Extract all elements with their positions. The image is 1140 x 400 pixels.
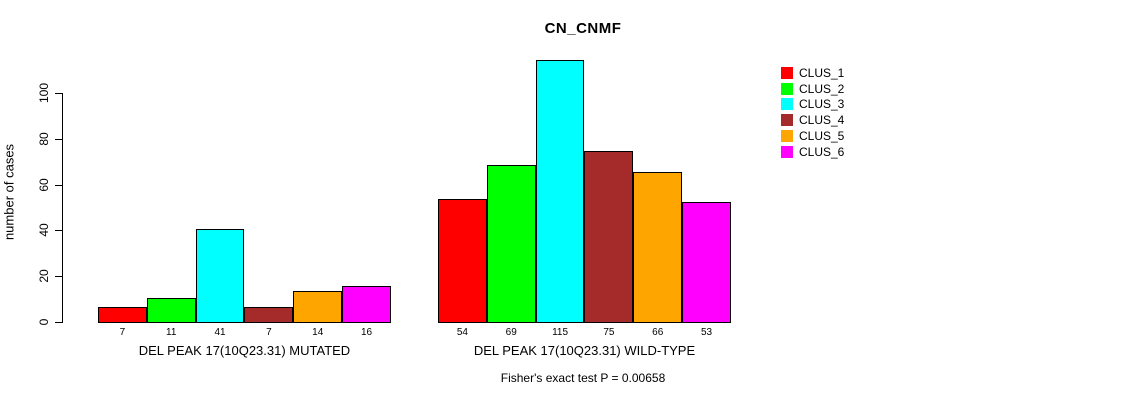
y-axis-line	[62, 93, 63, 323]
bar	[98, 306, 147, 323]
bar	[146, 297, 196, 323]
bar	[293, 290, 343, 323]
bar-value-label: 7	[119, 327, 126, 338]
legend-swatch	[781, 82, 793, 95]
bar-value-label: 54	[456, 327, 468, 338]
y-tick	[55, 230, 62, 232]
bar-value-label: 53	[700, 327, 713, 338]
bar-value-label: 16	[360, 327, 373, 338]
y-tick-label: 80	[37, 132, 51, 146]
legend-item: CLUS_5	[781, 128, 844, 144]
legend-item: CLUS_2	[781, 81, 844, 97]
legend-item: CLUS_3	[781, 97, 844, 113]
bar	[486, 164, 536, 323]
y-tick	[55, 138, 62, 140]
y-tick-label: 60	[37, 177, 51, 192]
bar-value-label: 11	[166, 327, 177, 338]
annotation-fisher-test: Fisher's exact test P = 0.00658	[500, 371, 666, 385]
y-tick	[55, 276, 62, 278]
legend-item: CLUS_1	[781, 65, 844, 81]
bar-value-label: 69	[505, 327, 517, 338]
bar-value-label: 7	[266, 327, 272, 338]
legend-swatch	[781, 130, 793, 143]
legend: CLUS_1 CLUS_2 CLUS_3 CLUS_4 CLUS_5 CLUS_6	[781, 65, 844, 160]
legend-label: CLUS_1	[799, 65, 845, 80]
bar	[342, 286, 391, 323]
y-tick-label: 0	[37, 318, 51, 326]
bar-value-label: 115	[552, 327, 569, 338]
bar-value-label: 66	[652, 327, 664, 338]
legend-label: CLUS_5	[799, 129, 845, 144]
legend-label: CLUS_4	[799, 113, 845, 128]
chart-title: CN_CNMF	[544, 20, 622, 37]
legend-label: CLUS_3	[799, 97, 845, 112]
y-tick-label: 40	[37, 223, 51, 238]
y-tick-label: 100	[37, 82, 51, 104]
bar	[438, 199, 487, 323]
y-tick	[55, 184, 62, 186]
legend-swatch	[781, 66, 793, 79]
legend-label: CLUS_2	[799, 81, 845, 96]
bar	[682, 201, 731, 323]
legend-swatch	[781, 114, 793, 127]
bar	[584, 151, 634, 323]
legend-swatch	[781, 145, 793, 158]
legend-item: CLUS_4	[781, 112, 844, 128]
y-axis-label: number of cases	[1, 143, 17, 241]
legend-swatch	[781, 98, 793, 111]
bar	[195, 229, 245, 323]
group-axis-label: DEL PEAK 17(10Q23.31) WILD-TYPE	[473, 343, 696, 358]
bar	[244, 306, 294, 323]
legend-item: CLUS_6	[781, 144, 844, 160]
y-tick	[55, 93, 62, 94]
bar-value-label: 14	[312, 327, 324, 338]
bar-value-label: 75	[603, 327, 615, 338]
bar	[535, 59, 585, 323]
bar	[633, 171, 683, 323]
bar-value-label: 41	[214, 327, 226, 338]
y-tick-label: 20	[37, 269, 51, 283]
y-tick	[55, 322, 62, 323]
group-axis-label: DEL PEAK 17(10Q23.31) MUTATED	[138, 343, 351, 358]
legend-label: CLUS_6	[799, 144, 845, 159]
